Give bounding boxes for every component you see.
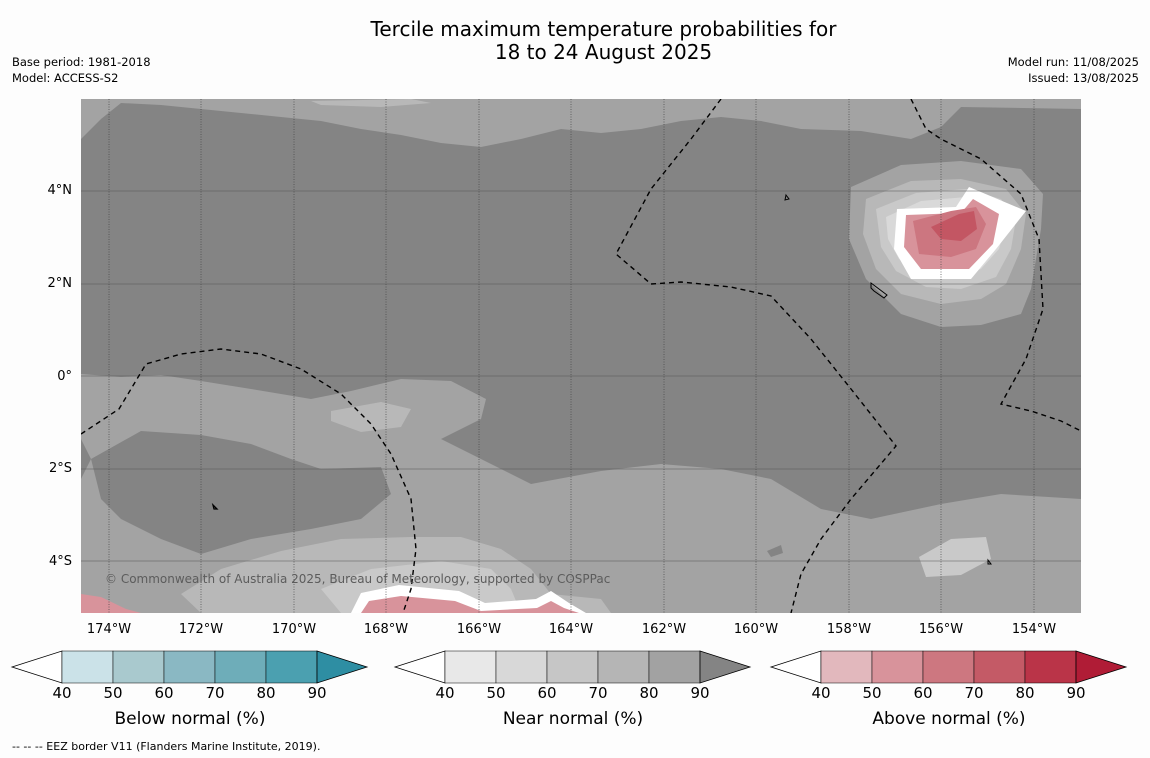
title-line-1: Tercile maximum temperature probabilitie…	[370, 17, 837, 41]
cbar-tick: 80	[256, 684, 276, 702]
map-credit: © Commonwealth of Australia 2025, Bureau…	[105, 572, 611, 586]
colorbar-extend-low	[393, 650, 446, 684]
eez-border-line	[615, 99, 897, 613]
colorbar-segment	[444, 650, 497, 684]
colorbar-segment	[163, 650, 216, 684]
probability-map	[81, 99, 1081, 613]
cbar-tick: 50	[486, 684, 506, 702]
colorbar-segment	[973, 650, 1026, 684]
colorbar-above-normal	[769, 650, 1129, 684]
near-90-south-pocket	[91, 431, 391, 554]
cbar-tick: 90	[307, 684, 327, 702]
lon-label: 172°W	[178, 622, 224, 637]
lat-label: 4°S	[48, 554, 72, 569]
colorbar-extend-high	[316, 650, 369, 684]
colorbar-below-normal	[10, 650, 370, 684]
cbar-tick: 40	[52, 684, 72, 702]
near-80-north-band	[81, 99, 1081, 147]
near-90-south-east-pocket	[767, 545, 783, 557]
chart-title: Tercile maximum temperature probabilitie…	[0, 18, 1150, 64]
colorbar-segment	[61, 650, 114, 684]
cbar-tick: 50	[862, 684, 882, 702]
lon-label: 168°W	[363, 622, 409, 637]
colorbar-segment	[546, 650, 599, 684]
model-run: Model run: 11/08/2025	[1007, 55, 1139, 69]
eez-border-line	[81, 348, 417, 613]
meta-right: Model run: 11/08/2025 Issued: 13/08/2025	[1008, 54, 1139, 86]
lon-label: 164°W	[548, 622, 594, 637]
colorbar-extend-low	[10, 650, 63, 684]
eez-footnote: -- -- -- EEZ border V11 (Flanders Marine…	[12, 740, 321, 753]
eez-border-line	[910, 99, 1081, 432]
colorbar-segment	[820, 650, 873, 684]
cbar-tick: 80	[639, 684, 659, 702]
colorbar-extend-low	[769, 650, 822, 684]
lon-label: 154°W	[1011, 622, 1057, 637]
cbar-tick: 40	[435, 684, 455, 702]
island-outline	[987, 558, 992, 565]
island-outline	[870, 282, 888, 299]
cbar-tick: 50	[103, 684, 123, 702]
colorbar-above-svg	[769, 650, 1128, 684]
colorbar-segment	[1024, 650, 1077, 684]
cbar-tick: 70	[205, 684, 225, 702]
lon-label: 158°W	[826, 622, 872, 637]
near-70-north-patch	[311, 99, 431, 107]
cbar-tick: 80	[1015, 684, 1035, 702]
lat-label: 0°	[57, 369, 72, 384]
lon-label: 160°W	[733, 622, 779, 637]
map-gridlines	[81, 99, 1081, 613]
colorbar-near-svg	[393, 650, 752, 684]
model-name: Model: ACCESS-S2	[12, 71, 119, 85]
island-outline	[784, 193, 790, 201]
colorbar-title-below: Below normal (%)	[114, 709, 266, 729]
cbar-tick: 90	[1066, 684, 1086, 702]
colorbar-extend-high	[1075, 650, 1128, 684]
cbar-tick: 60	[154, 684, 174, 702]
above-70-hotspot	[931, 211, 977, 241]
colorbar-segment	[214, 650, 267, 684]
map-canvas	[81, 99, 1081, 613]
meta-left: Base period: 1981-2018 Model: ACCESS-S2	[12, 54, 151, 86]
base-period: Base period: 1981-2018	[12, 55, 151, 69]
lon-label: 174°W	[86, 622, 132, 637]
cbar-tick: 40	[811, 684, 831, 702]
colorbar-segment	[871, 650, 924, 684]
lat-label: 4°N	[47, 183, 73, 198]
colorbar-segment	[922, 650, 975, 684]
colorbar-near-normal	[393, 650, 753, 684]
lat-label: 2°S	[48, 461, 72, 476]
colorbar-below-svg	[10, 650, 369, 684]
colorbar-segment	[597, 650, 650, 684]
lon-label: 170°W	[271, 622, 317, 637]
issued-date: Issued: 13/08/2025	[1028, 71, 1139, 85]
colorbar-title-near: Near normal (%)	[502, 709, 644, 729]
lon-label: 156°W	[918, 622, 964, 637]
colorbar-segment	[265, 650, 318, 684]
colorbar-title-above: Above normal (%)	[872, 709, 1026, 729]
lon-label: 162°W	[641, 622, 687, 637]
title-line-2: 18 to 24 August 2025	[494, 40, 713, 64]
cbar-tick: 70	[588, 684, 608, 702]
cbar-tick: 70	[964, 684, 984, 702]
island-outline	[211, 502, 219, 510]
colorbar-segment	[495, 650, 548, 684]
colorbar-segment	[112, 650, 165, 684]
cbar-tick: 60	[913, 684, 933, 702]
cbar-tick: 90	[690, 684, 710, 702]
near-70-south-east-patch	[919, 537, 991, 577]
cbar-tick: 60	[537, 684, 557, 702]
lat-label: 2°N	[47, 276, 73, 291]
near-70-south-patch	[331, 402, 411, 432]
colorbar-extend-high	[699, 650, 752, 684]
colorbar-segment	[648, 650, 701, 684]
lon-label: 166°W	[456, 622, 502, 637]
above-50-south-west	[81, 594, 141, 613]
